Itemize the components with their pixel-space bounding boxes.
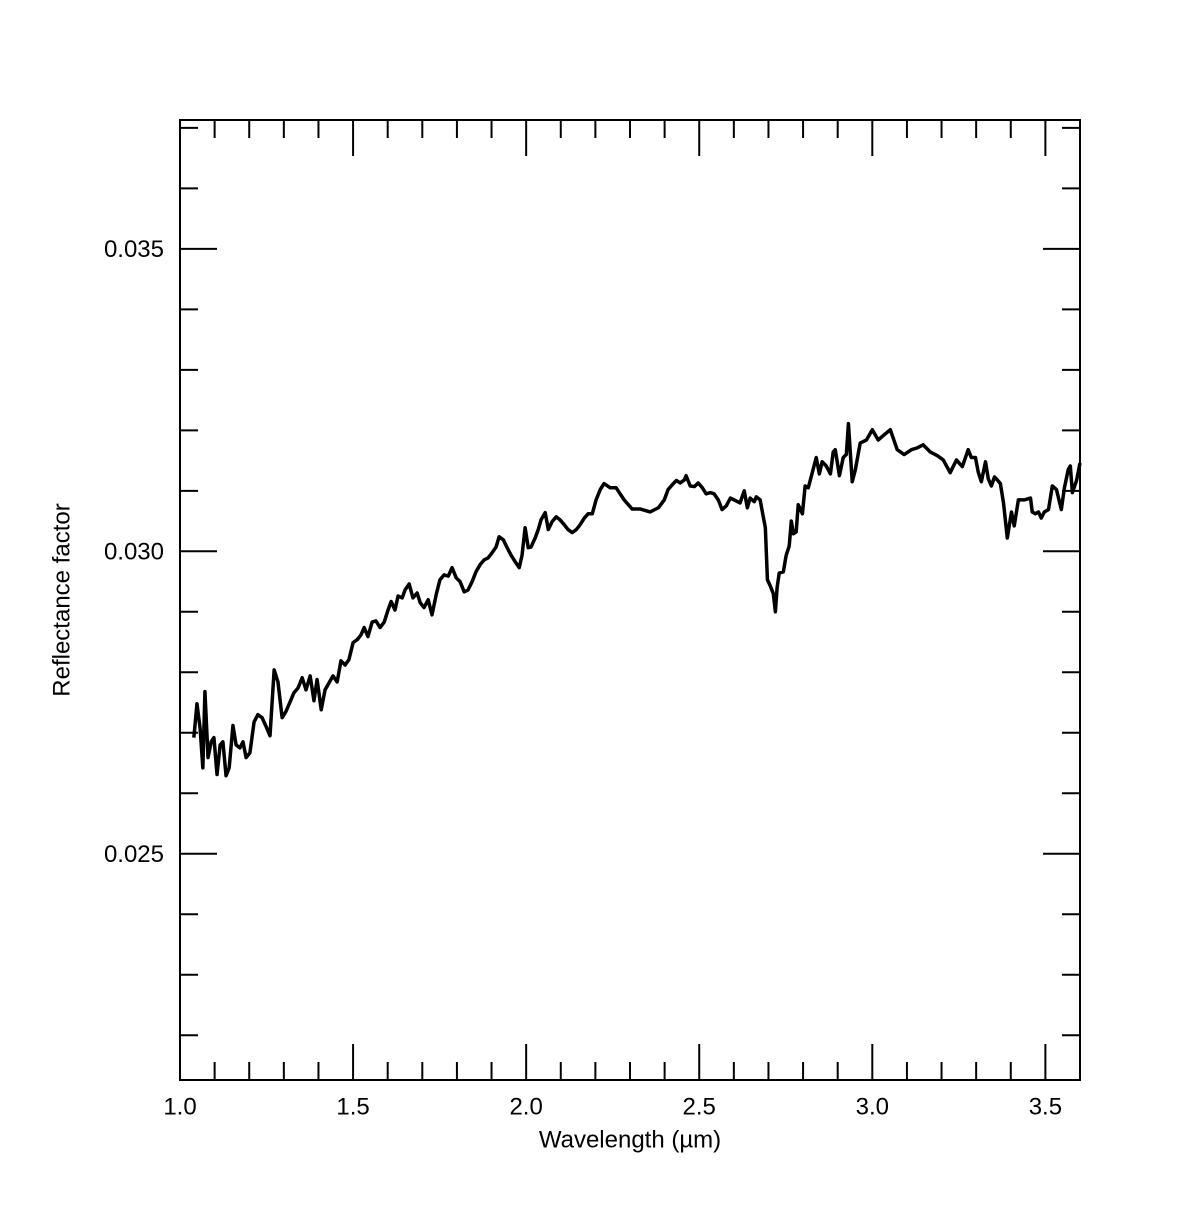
x-tick-label: 3.5 [1029, 1093, 1062, 1120]
y-axis-label: Reflectance factor [48, 503, 75, 696]
x-tick-label: 2.5 [683, 1093, 716, 1120]
y-tick-label: 0.035 [104, 236, 164, 263]
x-axis-label: Wavelength (µm) [539, 1126, 721, 1153]
plot-frame [179, 119, 1081, 1081]
x-tick-label: 2.0 [509, 1093, 542, 1120]
x-tick-label: 1.5 [336, 1093, 369, 1120]
x-tick-label: 1.0 [163, 1093, 196, 1120]
x-tick-label: 3.0 [856, 1093, 889, 1120]
y-tick-label: 0.025 [104, 841, 164, 868]
spectrum-line [192, 421, 1082, 778]
y-tick-label: 0.030 [104, 539, 164, 566]
